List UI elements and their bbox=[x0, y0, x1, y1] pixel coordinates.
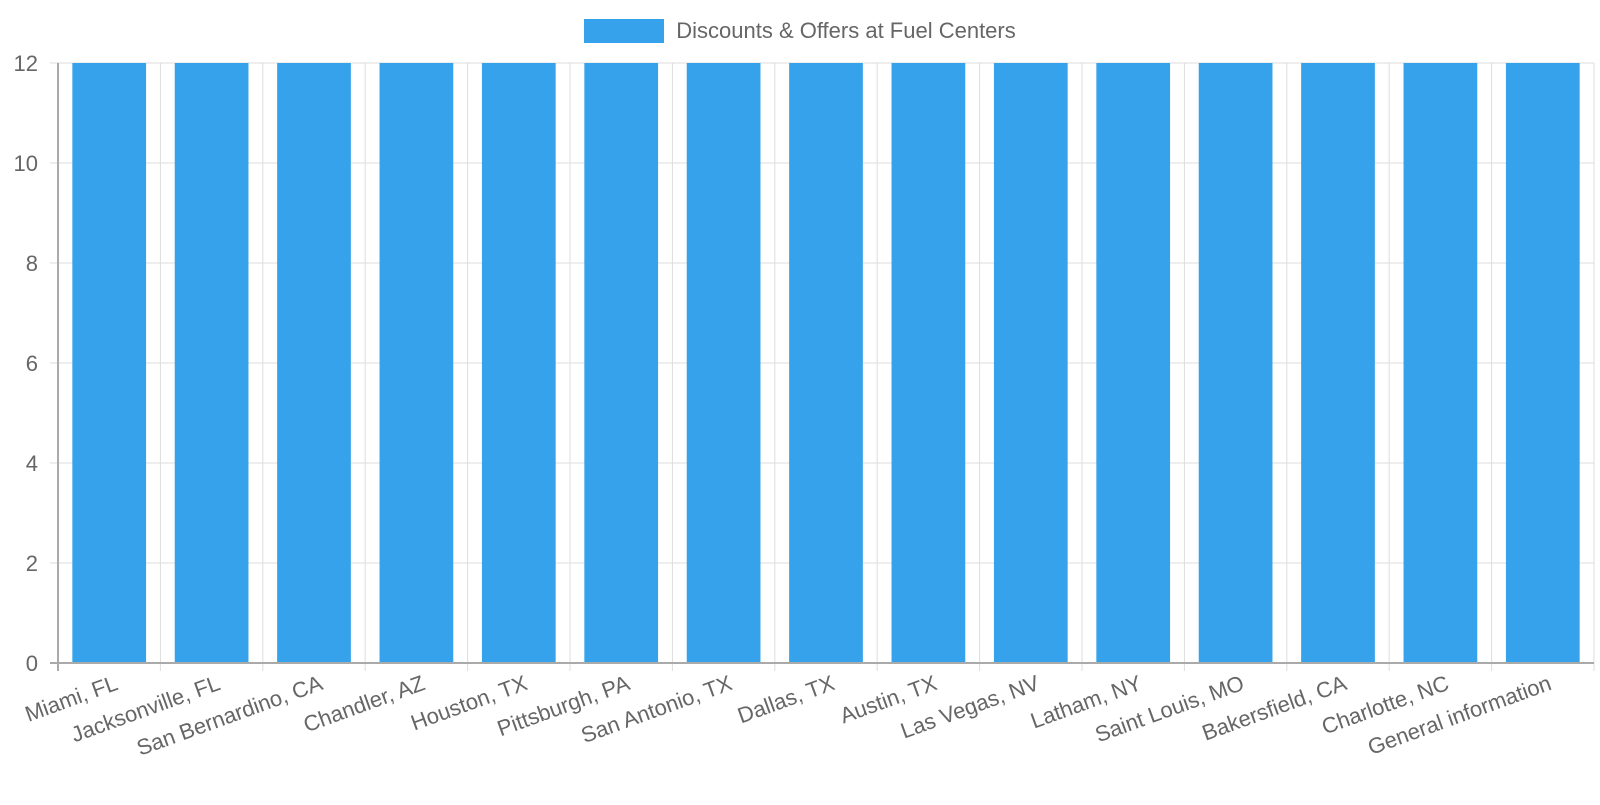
y-tick-label: 10 bbox=[14, 151, 38, 176]
bar bbox=[891, 63, 966, 663]
x-tick-label: Dallas, TX bbox=[734, 670, 838, 728]
bar bbox=[481, 63, 556, 663]
bar bbox=[72, 63, 147, 663]
y-tick-label: 8 bbox=[26, 251, 38, 276]
legend-label: Discounts & Offers at Fuel Centers bbox=[676, 18, 1016, 43]
legend-swatch bbox=[584, 19, 665, 43]
y-tick-label: 4 bbox=[26, 451, 38, 476]
bar bbox=[1096, 63, 1171, 663]
y-tick-label: 0 bbox=[26, 651, 38, 676]
bar bbox=[174, 63, 249, 663]
bar bbox=[993, 63, 1068, 663]
bar bbox=[1301, 63, 1375, 663]
bar bbox=[789, 63, 863, 663]
bar bbox=[1198, 63, 1273, 663]
bar bbox=[277, 63, 351, 663]
bar bbox=[584, 63, 659, 663]
bar bbox=[379, 63, 454, 663]
y-tick-label: 12 bbox=[14, 51, 38, 76]
y-tick-label: 2 bbox=[26, 551, 38, 576]
bar bbox=[686, 63, 761, 663]
bar bbox=[1505, 63, 1580, 663]
y-tick-label: 6 bbox=[26, 351, 38, 376]
bar bbox=[1403, 63, 1478, 663]
chart-legend[interactable]: Discounts & Offers at Fuel Centers bbox=[0, 18, 1600, 44]
